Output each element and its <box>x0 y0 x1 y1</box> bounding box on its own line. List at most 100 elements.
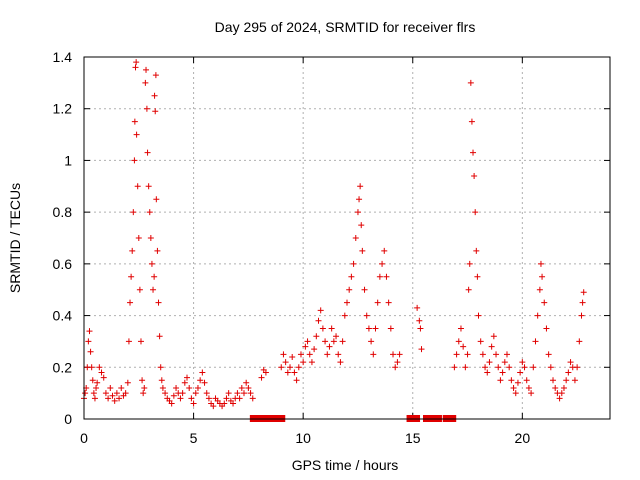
x-tick-label: 0 <box>80 430 88 446</box>
data-point <box>385 299 392 306</box>
data-points <box>81 59 587 410</box>
data-point <box>170 392 177 399</box>
data-point <box>392 364 399 371</box>
data-point <box>503 351 510 358</box>
y-tick-label: 0 <box>64 411 72 427</box>
data-point <box>472 209 479 216</box>
data-point <box>547 364 554 371</box>
data-point <box>488 343 495 350</box>
data-point <box>304 338 311 345</box>
data-point <box>91 395 98 402</box>
data-point <box>87 348 94 355</box>
data-point <box>245 384 252 391</box>
data-point <box>468 118 475 125</box>
data-point <box>128 273 135 280</box>
data-point <box>90 390 97 397</box>
data-point <box>490 333 497 340</box>
data-point <box>192 390 199 397</box>
data-point <box>508 377 515 384</box>
data-point <box>89 377 96 384</box>
y-tick-label: 1 <box>64 152 72 168</box>
y-axis-label: SRMTID / TECUs <box>7 183 23 293</box>
data-point <box>519 359 526 366</box>
data-point <box>358 222 365 229</box>
data-point <box>560 384 567 391</box>
x-axis-label: GPS time / hours <box>292 457 399 473</box>
data-point <box>379 260 386 267</box>
data-point <box>133 131 140 138</box>
data-point <box>466 260 473 267</box>
data-point <box>576 338 583 345</box>
data-point <box>506 364 513 371</box>
data-point <box>417 325 424 332</box>
data-point <box>137 338 144 345</box>
data-point <box>130 209 137 216</box>
data-point <box>131 118 138 125</box>
data-point <box>139 377 146 384</box>
data-point <box>333 333 340 340</box>
data-point <box>530 364 537 371</box>
data-point <box>319 325 326 332</box>
data-point <box>96 364 103 371</box>
data-point <box>155 299 162 306</box>
data-point <box>221 400 228 407</box>
data-point <box>150 286 157 293</box>
data-point <box>297 351 304 358</box>
data-point <box>579 299 586 306</box>
data-point <box>88 364 95 371</box>
data-point <box>306 351 313 358</box>
data-point <box>471 172 478 179</box>
data-point <box>567 359 574 366</box>
data-point <box>453 351 460 358</box>
data-point <box>308 359 315 366</box>
data-point <box>486 359 493 366</box>
data-point <box>457 325 464 332</box>
data-point <box>125 338 132 345</box>
data-point <box>145 183 152 190</box>
data-point <box>541 299 548 306</box>
data-point <box>390 351 397 358</box>
data-point <box>156 333 163 340</box>
data-point <box>295 364 302 371</box>
data-point <box>346 286 353 293</box>
data-point <box>100 374 107 381</box>
data-point <box>184 374 191 381</box>
data-point <box>148 260 155 267</box>
data-point <box>238 384 245 391</box>
data-point <box>205 395 212 402</box>
data-point <box>465 286 472 293</box>
data-point <box>107 384 114 391</box>
data-point <box>381 247 388 254</box>
data-point <box>501 359 508 366</box>
data-point <box>289 353 296 360</box>
data-point <box>558 390 565 397</box>
chart-title: Day 295 of 2024, SRMTID for receiver flr… <box>215 19 476 35</box>
data-point <box>578 312 585 319</box>
data-point <box>190 400 197 407</box>
y-tick-label: 0.8 <box>53 204 73 220</box>
data-point <box>514 379 521 386</box>
y-tick-labels: 0 0.2 0.4 0.6 0.8 1 1.2 1.4 <box>53 49 73 427</box>
data-point <box>179 390 186 397</box>
data-point <box>361 286 368 293</box>
data-point <box>93 384 100 391</box>
data-point <box>152 108 159 115</box>
data-point <box>143 105 150 112</box>
data-point <box>203 390 210 397</box>
data-point <box>455 338 462 345</box>
data-point <box>197 377 204 384</box>
data-point <box>574 364 581 371</box>
data-point <box>521 364 528 371</box>
data-point <box>94 379 101 386</box>
data-point <box>280 351 287 358</box>
data-point <box>537 260 544 267</box>
data-point <box>223 395 230 402</box>
data-point <box>313 333 320 340</box>
data-point <box>116 395 123 402</box>
x-tick-label: 10 <box>295 430 311 446</box>
data-point <box>118 384 125 391</box>
data-point <box>181 379 188 386</box>
data-point <box>344 299 350 306</box>
y-tick-label: 0.4 <box>53 308 73 324</box>
data-point <box>240 390 247 397</box>
